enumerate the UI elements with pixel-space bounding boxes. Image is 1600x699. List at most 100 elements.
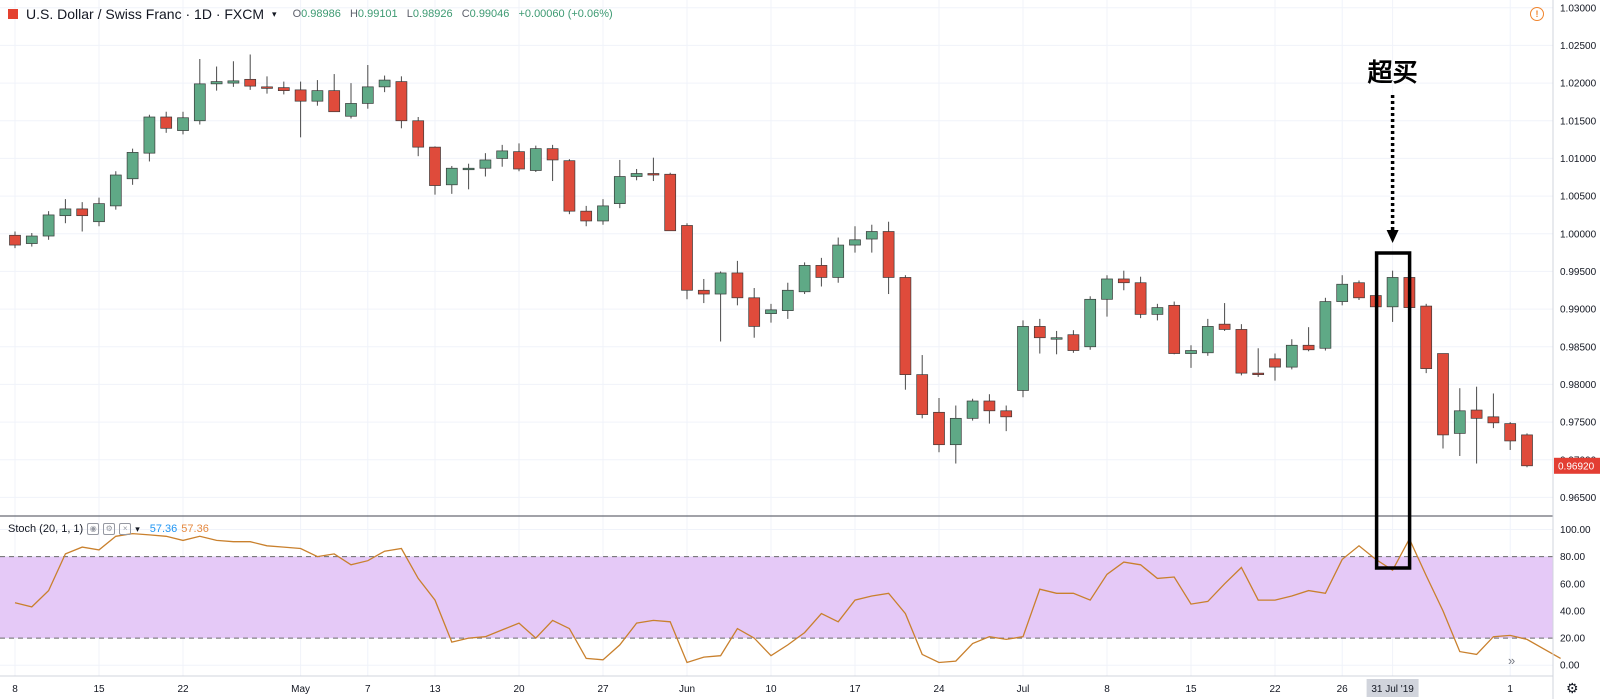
- candle-body: [227, 80, 240, 84]
- stoch-axis[interactable]: 0.00 20.00 40.00 60.00 80.00 100.00: [1560, 525, 1591, 672]
- candle-body: [1117, 278, 1130, 284]
- scroll-right-icon[interactable]: »: [1508, 653, 1516, 668]
- candle: [126, 148, 139, 185]
- candle: [815, 257, 828, 287]
- candle: [210, 66, 223, 91]
- last-price-label: 0.96920: [1558, 461, 1595, 472]
- candle-body: [613, 176, 626, 204]
- candle-body: [378, 79, 391, 88]
- time-tick-label: 22: [177, 684, 189, 695]
- candle: [1185, 345, 1197, 368]
- candle: [916, 355, 929, 419]
- candle-body: [1134, 282, 1147, 315]
- candle: [899, 275, 912, 390]
- candle: [1319, 297, 1332, 351]
- candle-body: [1067, 334, 1080, 351]
- candle-body: [93, 203, 105, 223]
- candle-body: [1000, 410, 1013, 418]
- candle-body: [1353, 282, 1365, 299]
- ohlc-values: O0.98986 H0.99101 L0.98926 C0.99046 +0.0…: [293, 8, 619, 20]
- candle-body: [294, 89, 307, 102]
- candle: [395, 76, 408, 129]
- stoch-label[interactable]: Stoch (20, 1, 1): [8, 523, 84, 535]
- candle-body: [1420, 305, 1433, 369]
- candle: [59, 199, 72, 224]
- candle: [1521, 433, 1533, 468]
- time-tick-label: Jun: [679, 684, 695, 695]
- candle: [227, 61, 240, 87]
- candle-body: [160, 116, 173, 129]
- candle: [1353, 280, 1365, 301]
- gear-icon[interactable]: ⚙: [1566, 680, 1579, 696]
- candle: [93, 197, 105, 227]
- candle-body: [311, 90, 324, 102]
- eye-icon[interactable]: ◉: [87, 523, 100, 535]
- stoch-tick-label: 40.00: [1560, 606, 1585, 617]
- candle-body: [798, 265, 811, 293]
- candle: [613, 159, 626, 209]
- close-icon[interactable]: ×: [119, 523, 132, 535]
- chevron-down-icon[interactable]: ▾: [135, 523, 140, 534]
- alert-icon[interactable]: !: [1530, 7, 1544, 21]
- candle-body: [25, 235, 38, 244]
- crosshair-date-bg: [1366, 679, 1419, 697]
- candle: [933, 397, 945, 453]
- candle-body: [949, 417, 962, 446]
- candle-body: [815, 265, 828, 278]
- candle-body: [916, 374, 929, 415]
- candle: [1285, 339, 1298, 370]
- price-tick-label: 1.01000: [1560, 154, 1597, 165]
- candle-body: [983, 400, 996, 412]
- candle: [1218, 303, 1231, 331]
- candle: [1504, 422, 1517, 450]
- price-tick-label: 1.02000: [1560, 79, 1597, 90]
- price-axis[interactable]: 0.965000.970000.975000.980000.985000.990…: [1560, 3, 1597, 504]
- time-tick-label: May: [291, 684, 310, 695]
- time-axis[interactable]: 8 15 22 May 7 13 20 27 Jun 10 17 24 Jul 8 15 22 26 31 Jul…: [12, 679, 1513, 697]
- candle: [9, 231, 21, 249]
- candle-body: [1235, 329, 1248, 374]
- symbol-title[interactable]: U.S. Dollar / Swiss Franc · 1D · FXCM: [26, 6, 265, 22]
- candle-body: [210, 81, 223, 85]
- price-tick-label: 0.96500: [1560, 493, 1597, 504]
- candle: [1487, 393, 1500, 429]
- settings-icon[interactable]: ⚙: [103, 523, 116, 535]
- candle-body: [765, 309, 777, 314]
- candle: [244, 54, 257, 90]
- time-tick-label: Jul: [1017, 684, 1030, 695]
- price-tick-label: 1.00000: [1560, 229, 1597, 240]
- candle: [563, 159, 576, 215]
- candle: [1117, 270, 1130, 291]
- candle-body: [177, 117, 189, 131]
- candle-body: [126, 152, 139, 180]
- candle: [1336, 275, 1349, 306]
- candle-body: [1487, 416, 1500, 424]
- candle-body: [731, 272, 744, 299]
- candle-body: [580, 210, 593, 222]
- candle: [865, 224, 878, 253]
- time-tick-label: 22: [1269, 684, 1281, 695]
- candle: [177, 111, 189, 135]
- stoch-tick-label: 80.00: [1560, 552, 1585, 563]
- candle: [25, 233, 38, 247]
- candle-body: [529, 148, 542, 171]
- time-tick-label: 15: [1185, 684, 1197, 695]
- candle-body: [479, 159, 492, 169]
- chevron-down-icon[interactable]: ▾: [272, 8, 277, 19]
- candle: [1201, 318, 1214, 356]
- candle-body: [1252, 372, 1265, 375]
- candle: [1000, 405, 1013, 432]
- candle-body: [899, 277, 912, 375]
- close-value: 0.99046: [469, 8, 510, 20]
- time-tick-label: 7: [365, 684, 371, 695]
- candle: [1151, 303, 1164, 321]
- candle-body: [1050, 337, 1063, 340]
- candle-body: [395, 81, 408, 122]
- time-tick-label: 15: [93, 684, 105, 695]
- candle: [261, 76, 273, 94]
- candle: [529, 145, 542, 172]
- candle-body: [849, 239, 861, 246]
- candle: [361, 65, 374, 109]
- time-tick-label: 27: [597, 684, 609, 695]
